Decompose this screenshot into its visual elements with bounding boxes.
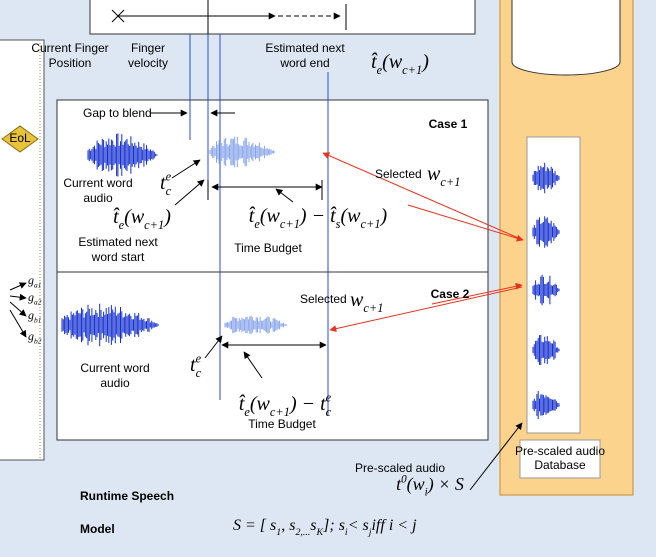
math-part: iff i < j [371,517,417,534]
math-part: e [326,391,332,405]
label: Estimated next [78,235,158,249]
math-part: w [427,163,441,185]
math-part: S = [ s [233,517,276,534]
math-part: ) − t [289,393,326,415]
label: Time Budget [248,417,316,431]
math-part: (w [382,51,403,73]
label: audio [83,191,113,205]
label: word end [279,56,329,70]
math-part: ) [421,51,429,73]
label: Selected [375,167,422,181]
math-part: a1 [34,281,41,290]
math-part: c+1 [440,175,460,189]
math-part: ) [163,206,171,228]
math-part: a2 [34,298,42,307]
math: S = [ s1, s2,...sK ]; si < sj iff i < j [233,517,417,538]
math-part: c [166,184,172,198]
math-part: ) − t̂ [299,205,337,227]
left-panel [0,40,44,460]
finger-bar [90,0,475,34]
label: Current Finger [31,41,108,55]
label: word start [91,250,145,264]
label: Selected [300,292,347,306]
page: { "top": { "finger_position": ["Current … [0,0,656,557]
label: Case 1 [429,117,468,131]
math-part: e [166,170,172,184]
label: Case 2 [431,287,470,301]
label: Gap to blend [83,106,152,120]
math-part: 2,... [295,527,310,538]
math-part: c+1 [360,217,380,231]
label: Database [534,458,586,472]
math-part: (w [260,205,281,227]
math-part: c [326,405,332,419]
diagram: Current FingerPosition Fingervelocity Esti… [0,0,656,557]
math-part: < s [348,517,369,534]
label: Current word [63,176,132,190]
label: Position [49,56,92,70]
label: Finger [131,41,165,55]
label: Current word [80,361,149,375]
label: Time Budget [234,241,302,255]
label: Estimated next [265,41,345,55]
math-part: (w [250,393,271,415]
label: Pre-scaled audio [515,444,605,458]
math-part: c [196,366,202,380]
model-title: Runtime Speech [80,489,174,503]
math-part: (w [124,206,145,228]
math-part: b2 [34,337,42,346]
label: velocity [128,56,168,70]
math-part: ) [380,205,388,227]
math-part: ) × S [427,474,464,495]
model-title: Model [80,522,115,536]
math-part: , s [281,517,295,534]
math-part: c+1 [144,218,164,232]
node-label: EoL [9,131,31,145]
math-part: c+1 [363,301,383,315]
math-part: w [350,289,364,311]
math: tec [190,352,202,380]
math-part: (w [340,205,361,227]
math-part: b1 [34,316,41,325]
cylinder [512,0,620,75]
math-part: (w [407,474,425,495]
math-part: c+1 [280,217,300,231]
math-part: e [196,352,202,366]
math-part: ]; s [322,517,345,534]
label: audio [100,376,130,390]
math-part: c+1 [402,63,422,77]
